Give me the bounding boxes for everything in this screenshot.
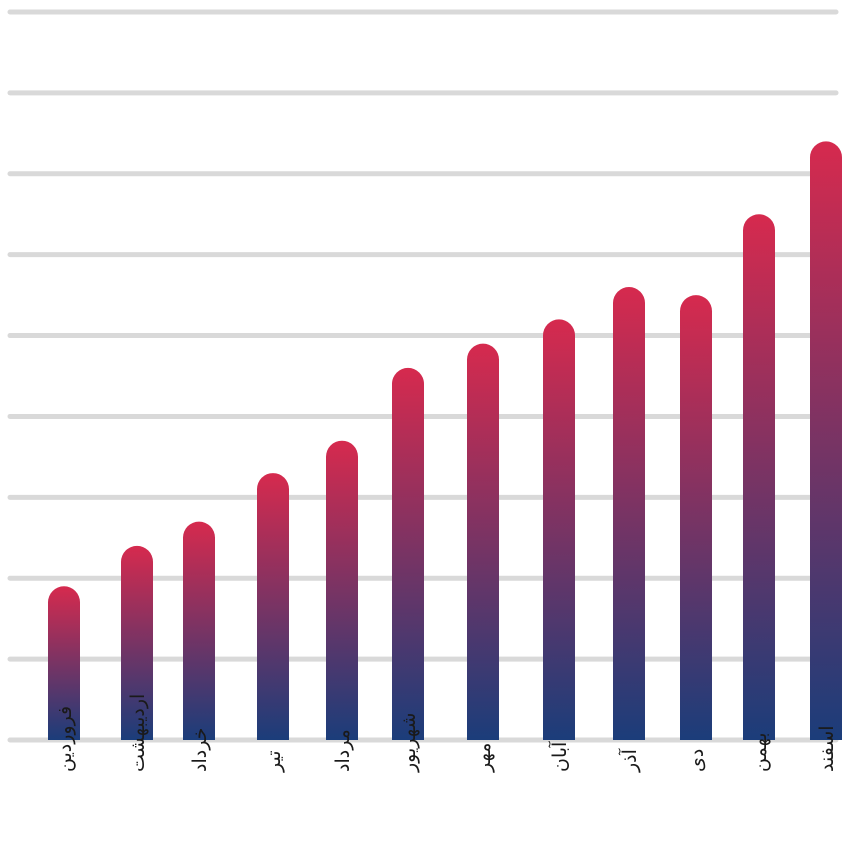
bar-9 <box>613 287 645 740</box>
x-tick-label: شهریور <box>398 713 420 773</box>
bar-10 <box>680 295 712 740</box>
x-tick-label: خرداد <box>189 728 211 772</box>
x-tick-label: مرداد <box>332 729 354 772</box>
bar-11 <box>743 214 775 740</box>
bar-7 <box>467 343 499 740</box>
x-tick-label: بهمن <box>749 733 771 773</box>
x-tick-labels: فروردین اردیبهشت خرداد تیر مرداد شهریور مهر آبا… <box>54 694 838 773</box>
x-tick-label: اردیبهشت <box>127 694 149 772</box>
x-tick-label: مهر <box>473 743 495 773</box>
bar-6 <box>392 367 424 740</box>
x-tick-label: آبان <box>547 741 571 772</box>
x-tick-label: اسفند <box>816 725 838 772</box>
bar-12 <box>810 141 842 740</box>
bar-1 <box>48 586 80 740</box>
bar-2 <box>121 545 153 740</box>
bar-4 <box>257 473 289 740</box>
x-tick-label: آذر <box>617 748 641 773</box>
x-tick-label: فروردین <box>54 706 76 772</box>
x-tick-label: تیر <box>263 750 285 773</box>
bar-5 <box>326 440 358 740</box>
bars <box>48 141 842 740</box>
bar-3 <box>183 521 215 740</box>
bar-8 <box>543 319 575 740</box>
x-tick-label: دی <box>686 749 708 772</box>
